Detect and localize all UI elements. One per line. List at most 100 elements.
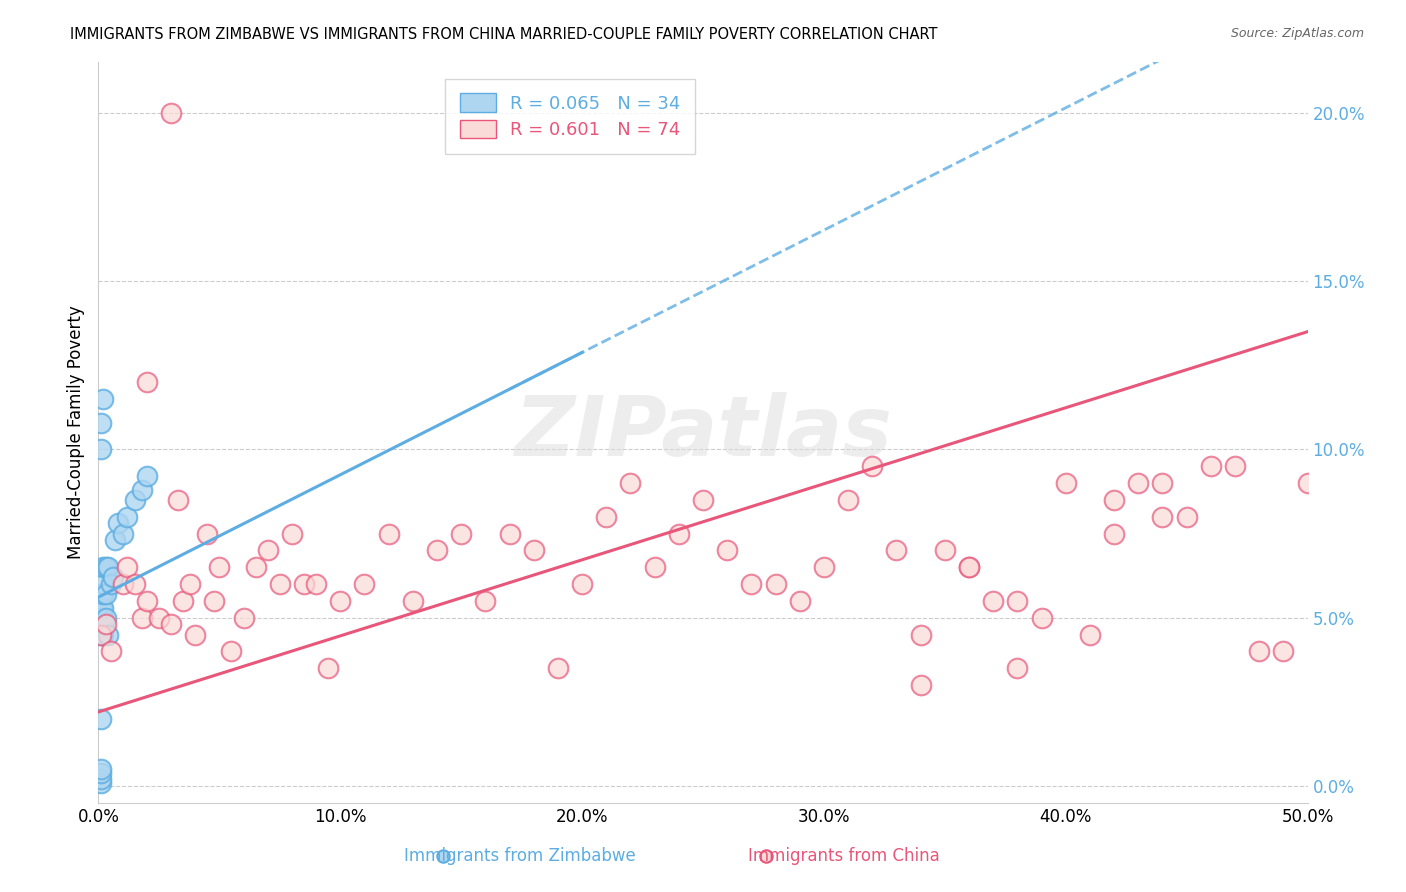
Point — [94, 587, 117, 601]
Point — [692, 492, 714, 507]
Point — [91, 560, 114, 574]
Point — [135, 375, 157, 389]
Point — [329, 594, 352, 608]
Point — [547, 661, 569, 675]
Legend: R = 0.065   N = 34, R = 0.601   N = 74: R = 0.065 N = 34, R = 0.601 N = 74 — [446, 78, 695, 153]
Point — [90, 600, 112, 615]
Point — [90, 416, 112, 430]
Point — [90, 772, 112, 787]
Point — [377, 526, 399, 541]
Point — [94, 610, 117, 624]
Point — [910, 678, 932, 692]
Point — [981, 594, 1004, 608]
Point — [131, 610, 153, 624]
Point — [167, 492, 190, 507]
Point — [111, 577, 134, 591]
Point — [90, 587, 112, 601]
Point — [107, 516, 129, 531]
Point — [100, 577, 122, 591]
Point — [94, 560, 117, 574]
Point — [91, 617, 114, 632]
Point — [353, 577, 375, 591]
Point — [90, 775, 112, 789]
Point — [860, 459, 883, 474]
Point — [1102, 526, 1125, 541]
Point — [90, 627, 112, 641]
Point — [204, 594, 226, 608]
Point — [90, 712, 112, 726]
Point — [474, 594, 496, 608]
Point — [789, 594, 811, 608]
Point — [1007, 594, 1029, 608]
Point — [160, 106, 183, 120]
Point — [91, 610, 114, 624]
Point — [135, 594, 157, 608]
Point — [305, 577, 328, 591]
Point — [1175, 509, 1198, 524]
Point — [292, 577, 315, 591]
Y-axis label: Married-Couple Family Poverty: Married-Couple Family Poverty — [66, 306, 84, 559]
Point — [131, 483, 153, 497]
Point — [256, 543, 278, 558]
Point — [179, 577, 201, 591]
Point — [269, 577, 291, 591]
Point — [426, 543, 449, 558]
Point — [1152, 476, 1174, 491]
Point — [910, 627, 932, 641]
Point — [124, 492, 146, 507]
Point — [135, 469, 157, 483]
Point — [124, 577, 146, 591]
Point — [1296, 476, 1319, 491]
Point — [94, 617, 117, 632]
Point — [232, 610, 254, 624]
Point — [1152, 509, 1174, 524]
Point — [619, 476, 641, 491]
Point — [91, 577, 114, 591]
Point — [1272, 644, 1295, 658]
Point — [90, 442, 112, 457]
Text: IMMIGRANTS FROM ZIMBABWE VS IMMIGRANTS FROM CHINA MARRIED-COUPLE FAMILY POVERTY : IMMIGRANTS FROM ZIMBABWE VS IMMIGRANTS F… — [70, 27, 938, 42]
Point — [957, 560, 980, 574]
Point — [97, 560, 120, 574]
Point — [571, 577, 593, 591]
Point — [91, 600, 114, 615]
Point — [1223, 459, 1246, 474]
Point — [1249, 644, 1271, 658]
Point — [1007, 661, 1029, 675]
Point — [221, 644, 243, 658]
Point — [91, 587, 114, 601]
Point — [245, 560, 267, 574]
Point — [1199, 459, 1222, 474]
Point — [886, 543, 908, 558]
Point — [100, 644, 122, 658]
Text: Immigrants from China: Immigrants from China — [748, 847, 939, 865]
Point — [740, 577, 762, 591]
Point — [402, 594, 425, 608]
Point — [91, 392, 114, 406]
Point — [1078, 627, 1101, 641]
Text: ZIPatlas: ZIPatlas — [515, 392, 891, 473]
Point — [450, 526, 472, 541]
Point — [90, 617, 112, 632]
Text: Immigrants from Zimbabwe: Immigrants from Zimbabwe — [405, 847, 636, 865]
Point — [208, 560, 231, 574]
Point — [1031, 610, 1053, 624]
Point — [111, 526, 134, 541]
Point — [148, 610, 170, 624]
Point — [90, 765, 112, 780]
Point — [91, 627, 114, 641]
Point — [957, 560, 980, 574]
Point — [90, 610, 112, 624]
Point — [281, 526, 304, 541]
Point — [104, 533, 127, 548]
Point — [160, 617, 183, 632]
Point — [101, 570, 124, 584]
Point — [813, 560, 835, 574]
Point — [117, 509, 139, 524]
Point — [523, 543, 546, 558]
Point — [1128, 476, 1150, 491]
Point — [755, 849, 778, 863]
Point — [1054, 476, 1077, 491]
Point — [316, 661, 339, 675]
Point — [184, 627, 207, 641]
